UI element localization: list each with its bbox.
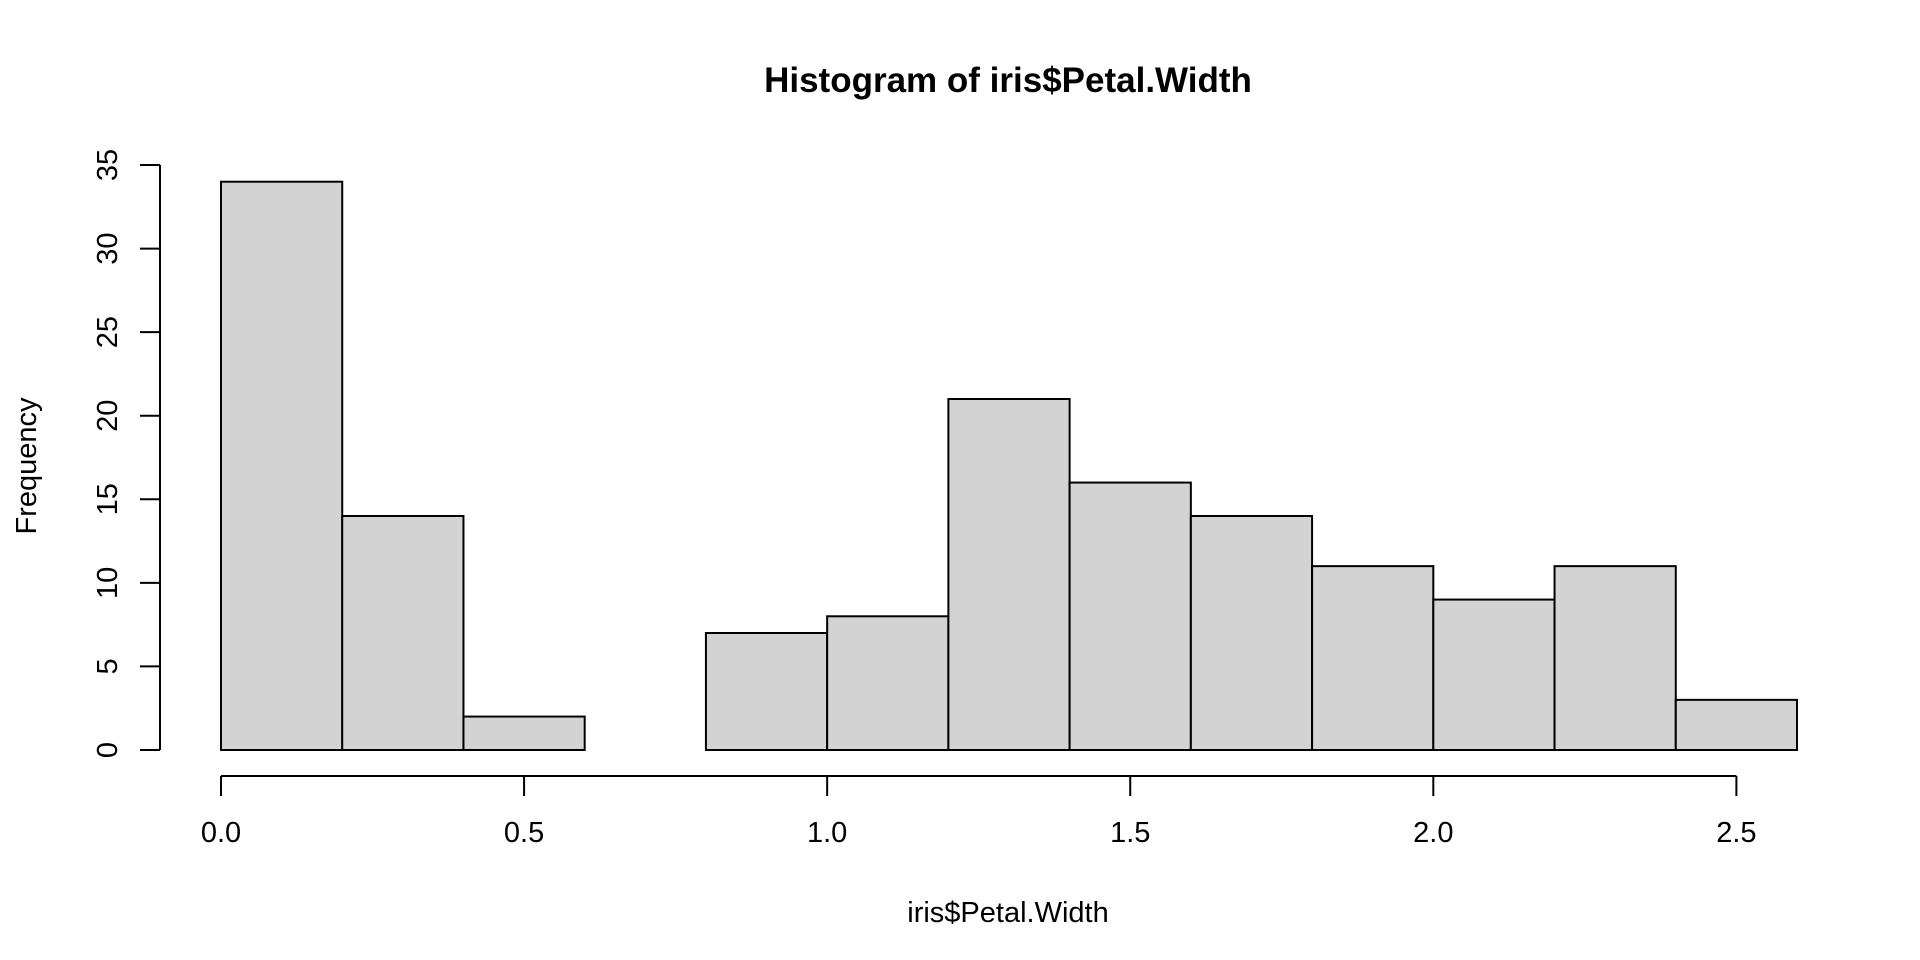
histogram-bar (1432, 598, 1556, 751)
histogram-bar (220, 180, 344, 751)
x-tick-label: 0.5 (504, 817, 544, 849)
bars-group (220, 180, 1799, 752)
y-tick-label: 5 (92, 658, 124, 674)
histogram-bar (1674, 698, 1799, 751)
x-axis-label: iris$Petal.Width (907, 897, 1108, 929)
x-tick-label: 1.5 (1110, 817, 1150, 849)
y-tick-label: 25 (92, 316, 124, 348)
histogram-bar (1068, 481, 1192, 751)
y-tick-label: 30 (92, 232, 124, 264)
y-tick-label: 35 (92, 149, 124, 181)
histogram-bar (1311, 565, 1435, 752)
y-tick-label: 10 (92, 567, 124, 599)
x-tick-label: 2.5 (1716, 817, 1756, 849)
y-axis: 0 5 10 15 20 25 30 35 (92, 149, 161, 758)
y-axis-label: Frequency (11, 397, 43, 535)
x-axis: 0.0 0.5 1.0 1.5 2.0 2.5 (201, 775, 1757, 849)
x-tick-label: 0.0 (201, 817, 241, 849)
histogram-bar (462, 715, 586, 751)
y-tick-label: 0 (92, 742, 124, 758)
x-tick-label: 2.0 (1413, 817, 1453, 849)
histogram-bar (1189, 515, 1314, 751)
y-tick-label: 20 (92, 400, 124, 432)
chart-title: Histogram of iris$Petal.Width (764, 61, 1252, 100)
histogram-bar (341, 515, 465, 751)
histogram-bar (704, 632, 829, 751)
x-tick-label: 1.0 (807, 817, 847, 849)
y-tick-label: 15 (92, 483, 124, 515)
histogram-bar (947, 398, 1071, 751)
histogram-bar (826, 615, 950, 751)
histogram-bar (1553, 565, 1677, 752)
